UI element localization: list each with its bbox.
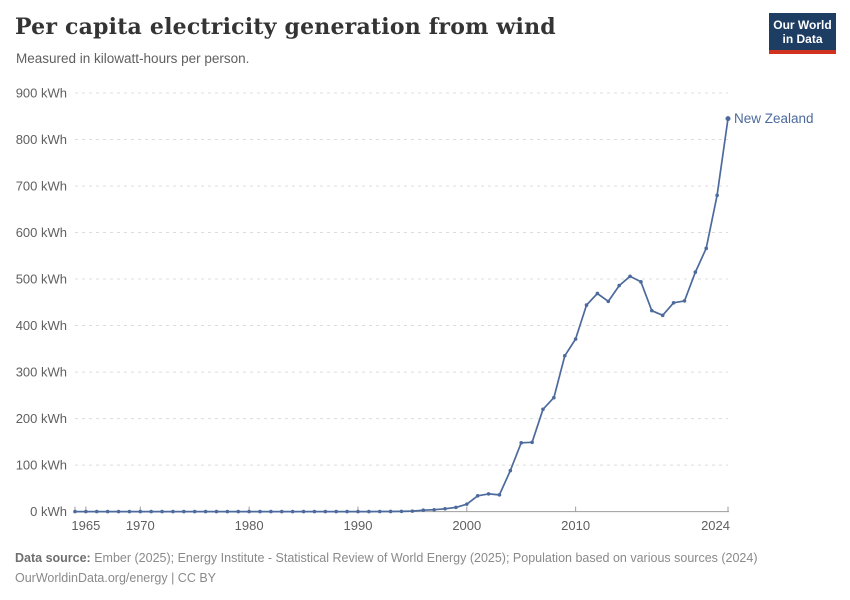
series-label-new-zealand[interactable]: New Zealand (734, 111, 814, 126)
y-axis-label-500: 500 kWh (16, 272, 67, 287)
data-point-1984[interactable] (290, 509, 295, 514)
data-point-1993[interactable] (388, 509, 393, 514)
data-point-1992[interactable] (377, 509, 382, 514)
y-axis-label-0: 0 kWh (30, 504, 67, 519)
data-point-2013[interactable] (606, 299, 611, 304)
data-point-1981[interactable] (258, 509, 262, 514)
x-axis-label-1970: 1970 (126, 518, 155, 533)
data-point-2022[interactable] (704, 246, 709, 251)
data-point-2018[interactable] (660, 313, 665, 318)
data-point-2006[interactable] (530, 440, 534, 445)
y-axis-label-900: 900 kWh (16, 86, 67, 101)
data-point-2020[interactable] (682, 299, 687, 303)
y-axis-label-300: 300 kWh (16, 365, 67, 380)
data-point-2015[interactable] (628, 274, 632, 279)
data-point-2014[interactable] (617, 283, 621, 288)
data-point-2019[interactable] (671, 300, 676, 305)
data-point-1997[interactable] (432, 507, 436, 512)
data-point-2023[interactable] (715, 193, 719, 198)
data-point-1995[interactable] (410, 509, 415, 513)
x-axis-label-1965: 1965 (71, 518, 100, 533)
data-point-1977[interactable] (214, 509, 219, 514)
data-point-2005[interactable] (519, 440, 524, 445)
data-point-1987[interactable] (323, 509, 328, 514)
data-point-1991[interactable] (367, 509, 371, 514)
data-point-1985[interactable] (301, 509, 306, 514)
data-point-1978[interactable] (225, 509, 230, 514)
data-point-1998[interactable] (443, 507, 447, 511)
x-axis-label-1990: 1990 (344, 518, 373, 533)
owid-logo-text: Our World in Data (773, 17, 832, 46)
chart-subtitle: Measured in kilowatt-hours per person. (16, 51, 250, 66)
data-point-1970[interactable] (138, 509, 143, 514)
data-point-2009[interactable] (562, 353, 567, 358)
data-point-1967[interactable] (105, 509, 110, 514)
data-point-1975[interactable] (192, 509, 197, 514)
series-line-new-zealand[interactable] (75, 118, 729, 513)
data-point-1972[interactable] (160, 509, 164, 514)
data-point-1994[interactable] (399, 509, 404, 514)
data-point-2000[interactable] (465, 502, 469, 506)
data-point-1990[interactable] (356, 509, 360, 514)
data-point-1964[interactable] (73, 509, 77, 514)
data-point-2002[interactable] (486, 492, 491, 496)
data-point-2017[interactable] (650, 308, 654, 313)
data-point-1982[interactable] (269, 509, 273, 514)
data-point-2021[interactable] (693, 270, 698, 274)
chart-title: Per capita electricity generation from w… (15, 14, 556, 40)
data-point-2012[interactable] (595, 291, 600, 296)
data-point-1973[interactable] (171, 509, 175, 514)
data-point-1974[interactable] (182, 509, 186, 514)
data-source-line: Data source: Ember (2025); Energy Instit… (15, 548, 835, 568)
data-point-2004[interactable] (508, 468, 513, 473)
y-axis-label-100: 100 kWh (16, 458, 67, 473)
data-point-1988[interactable] (334, 509, 339, 514)
data-point-2008[interactable] (552, 395, 556, 400)
data-point-1969[interactable] (127, 509, 132, 514)
data-point-1986[interactable] (312, 509, 317, 514)
data-point-1979[interactable] (236, 509, 241, 514)
data-point-1968[interactable] (116, 509, 121, 514)
data-point-1980[interactable] (247, 509, 251, 514)
data-point-2011[interactable] (584, 303, 589, 307)
data-point-1976[interactable] (203, 509, 208, 514)
license-line: OurWorldinData.org/energy | CC BY (15, 571, 217, 585)
x-axis-label-2000: 2000 (452, 518, 481, 533)
chart-footer: Data source: Ember (2025); Energy Instit… (15, 548, 835, 588)
y-axis-label-800: 800 kWh (16, 132, 67, 147)
data-point-2016[interactable] (639, 280, 643, 284)
data-source-label: Data source: (15, 551, 91, 565)
data-point-2001[interactable] (475, 493, 480, 498)
x-axis-label-1980: 1980 (235, 518, 264, 533)
data-point-2010[interactable] (573, 337, 578, 341)
data-point-1999[interactable] (454, 505, 458, 510)
data-point-1989[interactable] (345, 509, 349, 514)
data-point-1971[interactable] (149, 509, 153, 514)
y-axis-label-200: 200 kWh (16, 411, 67, 426)
data-point-1983[interactable] (279, 509, 284, 514)
data-point-1966[interactable] (94, 509, 99, 514)
owid-logo[interactable]: Our World in Data (769, 13, 836, 54)
x-axis-label-2010: 2010 (561, 518, 590, 533)
y-axis-label-600: 600 kWh (16, 225, 67, 240)
data-point-2024[interactable] (725, 116, 731, 122)
data-point-2007[interactable] (541, 407, 545, 412)
data-point-1965[interactable] (84, 509, 88, 514)
x-axis-label-2024: 2024 (701, 518, 730, 533)
y-axis-label-700: 700 kWh (16, 179, 67, 194)
data-source-text: Ember (2025); Energy Institute - Statist… (90, 551, 758, 565)
y-axis-label-400: 400 kWh (16, 318, 67, 333)
data-point-2003[interactable] (497, 493, 502, 497)
data-point-1996[interactable] (421, 508, 426, 513)
